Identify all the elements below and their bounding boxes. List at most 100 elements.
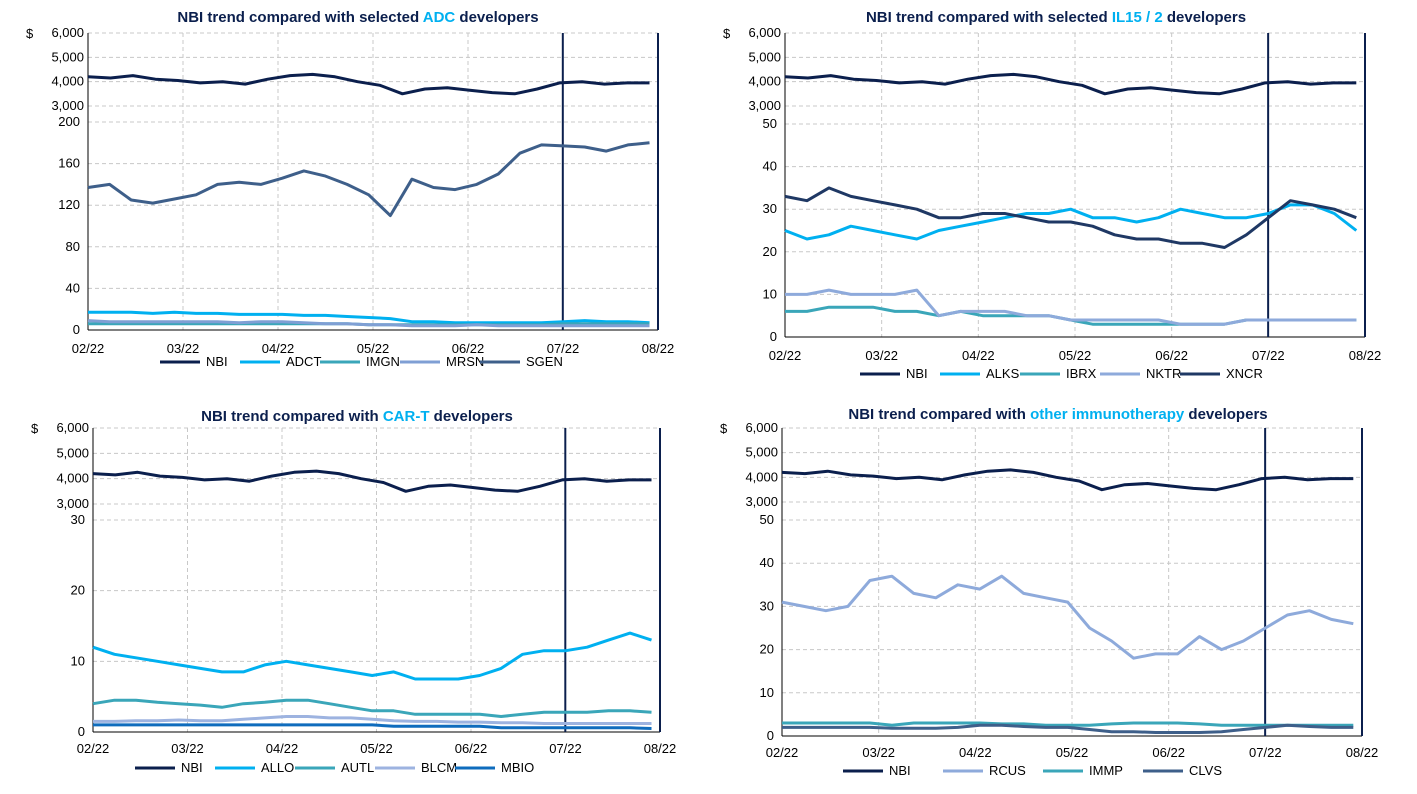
nbi-tick-label: 4,000 [748,74,781,89]
nbi-tick-label: 5,000 [748,49,781,64]
x-tick-label: 08/22 [1346,745,1379,760]
y-tick-label: 20 [763,244,777,259]
x-tick-label: 05/22 [1056,745,1089,760]
series-line-autl [92,698,652,718]
y-tick-label: 30 [763,201,777,216]
legend-label-ibrx: IBRX [1066,366,1097,381]
y-tick-label: 0 [767,728,774,743]
y-tick-label: 10 [760,685,774,700]
title-suffix: developers [1163,9,1246,26]
title-highlight: other immunotherapy [1030,406,1185,423]
chart-title: NBI trend compared with selected ADC dev… [177,9,538,26]
legend-label-alks: ALKS [986,366,1020,381]
nbi-tick-label: 4,000 [56,471,89,486]
series-line-rcus [781,574,1354,660]
legend-label-adct: ADCT [286,354,321,369]
chart-panel-adc: NBI trend compared with selected ADC dev… [26,9,674,369]
y-tick-label: 20 [760,642,774,657]
y-tick-label: 80 [66,239,80,254]
legend-label-allo: ALLO [261,760,294,775]
title-prefix: NBI trend compared with [201,408,383,425]
nbi-axis-currency-label: $ [720,421,728,436]
title-suffix: developers [429,408,512,425]
y-tick-label: 40 [763,159,777,174]
x-tick-label: 06/22 [455,741,488,756]
x-tick-label: 08/22 [1349,348,1382,363]
legend-label-sgen: SGEN [526,354,563,369]
x-tick-label: 05/22 [357,341,390,356]
x-tick-label: 02/22 [766,745,799,760]
nbi-axis-currency-label: $ [31,421,39,436]
nbi-tick-label: 4,000 [745,469,778,484]
chart-title: NBI trend compared with other immunother… [848,406,1267,423]
y-tick-label: 10 [71,653,85,668]
x-tick-label: 04/22 [962,348,995,363]
x-tick-label: 02/22 [72,341,105,356]
series-line-nbi [781,468,1354,492]
nbi-tick-label: 3,000 [745,494,778,509]
title-highlight: CAR-T [383,408,430,425]
title-prefix: NBI trend compared with [848,406,1030,423]
title-suffix: developers [1184,406,1267,423]
nbi-tick-label: 6,000 [56,420,89,435]
y-tick-label: 30 [760,598,774,613]
x-tick-label: 03/22 [167,341,200,356]
chart-panel-cart: NBI trend compared with CAR-T developers… [31,408,676,775]
legend-label-clvs: CLVS [1189,763,1222,778]
nbi-tick-label: 3,000 [51,98,84,113]
nbi-tick-label: 4,000 [51,74,84,89]
nbi-tick-label: 6,000 [745,420,778,435]
legend-label-nbi: NBI [181,760,203,775]
series-line-ibrx [785,305,1357,326]
legend-label-imgn: IMGN [366,354,400,369]
legend-label-blcm: BLCM [421,760,457,775]
y-tick-label: 40 [66,280,80,295]
series-line-adct [88,310,650,325]
x-tick-label: 04/22 [959,745,992,760]
nbi-tick-label: 6,000 [51,25,84,40]
x-tick-label: 03/22 [865,348,898,363]
title-prefix: NBI trend compared with selected [177,9,422,26]
y-tick-label: 20 [71,583,85,598]
x-tick-label: 05/22 [360,741,393,756]
series-line-mrsn [87,319,650,328]
nbi-tick-label: 6,000 [748,25,781,40]
series-line-immp [782,721,1354,727]
x-tick-label: 05/22 [1059,348,1092,363]
x-tick-label: 06/22 [452,341,485,356]
legend-label-immp: IMMP [1089,763,1123,778]
series-line-nbi [92,469,652,493]
y-tick-label: 0 [73,322,80,337]
y-tick-label: 40 [760,555,774,570]
legend-label-rcus: RCUS [989,763,1026,778]
legend-label-nbi: NBI [906,366,928,381]
nbi-tick-label: 5,000 [745,445,778,460]
y-tick-label: 50 [760,512,774,527]
series-line-xncr [784,186,1357,249]
y-tick-label: 0 [770,329,777,344]
title-suffix: developers [455,9,538,26]
y-tick-label: 30 [71,512,85,527]
chart-panel-immuno: NBI trend compared with other immunother… [720,406,1378,778]
legend-label-mbio: MBIO [501,760,534,775]
series-line-mbio [93,723,652,730]
chart-title: NBI trend compared with CAR-T developers [201,408,513,425]
x-tick-label: 04/22 [266,741,299,756]
x-tick-label: 07/22 [1252,348,1285,363]
legend-label-nbi: NBI [889,763,911,778]
nbi-tick-label: 3,000 [748,98,781,113]
chart-panel-il15: NBI trend compared with selected IL15 / … [723,9,1381,381]
x-tick-label: 07/22 [547,341,580,356]
series-line-blcm [93,715,652,725]
x-tick-label: 07/22 [1249,745,1282,760]
x-tick-label: 08/22 [644,741,677,756]
series-line-allo [92,631,652,681]
x-tick-label: 06/22 [1155,348,1188,363]
y-tick-label: 50 [763,116,777,131]
x-tick-label: 06/22 [1152,745,1185,760]
legend-label-mrsn: MRSN [446,354,484,369]
x-tick-label: 03/22 [862,745,895,760]
y-tick-label: 0 [78,724,85,739]
chart-title: NBI trend compared with selected IL15 / … [866,9,1246,26]
